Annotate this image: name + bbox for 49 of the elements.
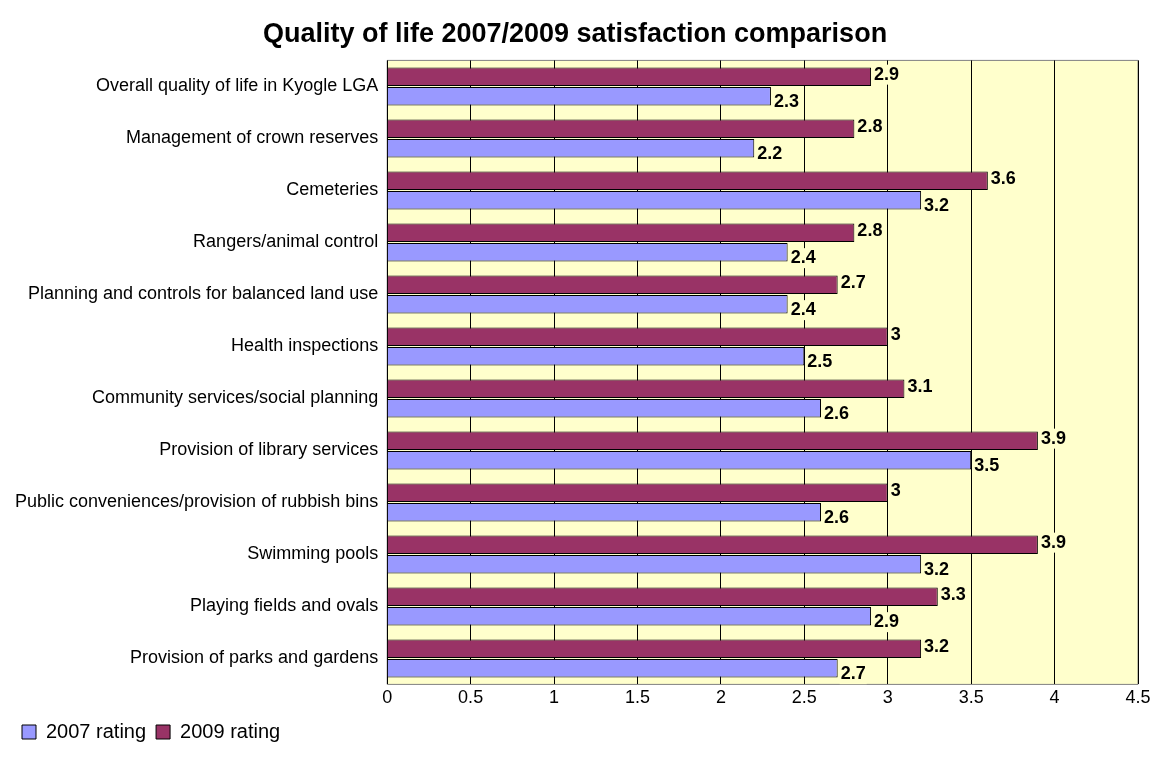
y-tick-label: Planning and controls for balanced land use (27, 283, 379, 304)
data-label: 3.2 (924, 635, 950, 656)
data-label: 2.5 (807, 351, 833, 372)
y-tick-label: Swimming pools (247, 543, 379, 564)
data-label: 2.3 (773, 91, 799, 112)
x-tick-label: 1.5 (624, 687, 650, 708)
y-tick-label: Management of crown reserves (126, 127, 379, 148)
data-label: 3 (890, 323, 901, 344)
data-label: 2.7 (840, 271, 866, 292)
data-label: 3.5 (974, 455, 1000, 476)
data-label: 3.2 (924, 559, 950, 580)
y-tick-label: Health inspections (231, 335, 379, 356)
x-tick-label: 3 (882, 687, 893, 708)
data-label: 2.9 (874, 63, 900, 84)
x-tick-label: 3.5 (958, 687, 984, 708)
y-tick-label: Playing fields and ovals (190, 595, 379, 616)
y-tick-label: Provision of library services (159, 439, 379, 460)
data-label: 3.3 (940, 583, 966, 604)
x-tick-label: 0 (382, 687, 393, 708)
data-label: 2.6 (824, 403, 850, 424)
legend-label: 2007 rating (46, 719, 147, 742)
data-label: 3 (890, 479, 901, 500)
x-tick-label: 0.5 (458, 687, 484, 708)
data-label: 2.8 (857, 115, 883, 136)
data-label: 2.4 (790, 299, 816, 320)
y-tick-label: Overall quality of life in Kyogle LGA (96, 75, 379, 96)
data-label: 2.4 (790, 247, 816, 268)
x-tick-label: 2 (715, 687, 726, 708)
x-tick-label: 2.5 (791, 687, 817, 708)
legend-label: 2009 rating (180, 719, 281, 742)
x-tick-label: 4 (1049, 687, 1060, 708)
chart-title: Quality of life 2007/2009 satisfaction comparison (262, 17, 888, 48)
data-label: 2.2 (757, 143, 783, 164)
y-tick-label: Community services/social planning (92, 387, 379, 408)
y-tick-label: Rangers/animal control (193, 231, 379, 252)
data-label: 3.1 (907, 375, 933, 396)
x-tick-label: 4.5 (1125, 687, 1151, 708)
data-label: 3.9 (1040, 531, 1066, 552)
y-tick-label: Cemeteries (286, 179, 379, 200)
y-tick-label: Public conveniences/provision of rubbish bins (14, 491, 379, 512)
data-label: 3.6 (990, 167, 1016, 188)
data-label: 2.7 (840, 663, 866, 684)
x-tick-label: 1 (549, 687, 560, 708)
data-label: 2.8 (857, 219, 883, 240)
data-label: 3.2 (924, 195, 950, 216)
data-label: 2.6 (824, 507, 850, 528)
data-label: 2.9 (874, 611, 900, 632)
y-tick-label: Provision of parks and gardens (130, 647, 379, 668)
data-label: 3.9 (1040, 427, 1066, 448)
